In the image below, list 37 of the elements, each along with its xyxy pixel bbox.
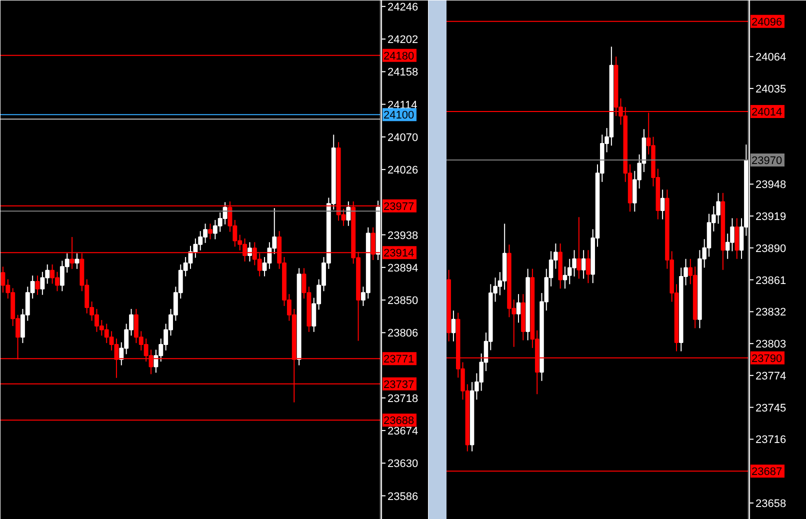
ref-line-label: 23771 bbox=[384, 354, 414, 366]
y-tick-label: 23658 bbox=[756, 498, 786, 510]
ref-line-label: 24180 bbox=[384, 50, 414, 62]
y-tick-label: 23890 bbox=[756, 242, 786, 255]
y-tick-label: 23674 bbox=[388, 426, 418, 438]
y-tick-label: 24158 bbox=[388, 66, 418, 79]
y-tick-label: 24026 bbox=[388, 164, 418, 177]
ref-line-label: 23970 bbox=[752, 154, 782, 167]
ref-line-label: 23688 bbox=[384, 415, 414, 428]
y-tick-label: 23832 bbox=[756, 306, 786, 319]
y-tick-label: 23745 bbox=[756, 402, 786, 414]
y-tick-label: 23806 bbox=[388, 328, 418, 340]
y-tick-label: 23586 bbox=[388, 490, 418, 503]
y-tick-label: 24246 bbox=[388, 1, 418, 14]
y-tick-label: 23948 bbox=[756, 179, 786, 192]
y-tick-label: 24064 bbox=[756, 52, 786, 64]
y-tick-label: 23803 bbox=[756, 338, 786, 351]
ref-line-label: 23914 bbox=[384, 248, 414, 260]
y-tick-label: 23938 bbox=[388, 230, 418, 242]
ref-line-label: 24096 bbox=[752, 16, 782, 28]
y-tick-label: 23718 bbox=[388, 392, 418, 405]
y-tick-label: 24070 bbox=[388, 132, 418, 144]
ref-line-label: 23790 bbox=[752, 352, 782, 365]
y-tick-label: 23630 bbox=[388, 458, 418, 470]
y-tick-label: 23861 bbox=[756, 274, 786, 287]
y-tick-label: 24035 bbox=[756, 83, 786, 96]
y-tick-label: 23716 bbox=[756, 434, 786, 446]
ref-line-label: 24100 bbox=[384, 110, 414, 122]
y-tick-label: 23774 bbox=[756, 370, 786, 382]
ref-line-label: 23687 bbox=[752, 466, 782, 478]
y-tick-label: 23894 bbox=[388, 262, 418, 274]
ref-line-label: 24014 bbox=[752, 106, 782, 119]
y-tick-label: 23919 bbox=[756, 211, 786, 224]
ref-line-label: 23737 bbox=[384, 378, 414, 391]
y-tick-label: 23850 bbox=[388, 295, 418, 308]
y-tick-label: 24202 bbox=[388, 34, 418, 46]
ref-line-label: 23977 bbox=[384, 200, 414, 213]
